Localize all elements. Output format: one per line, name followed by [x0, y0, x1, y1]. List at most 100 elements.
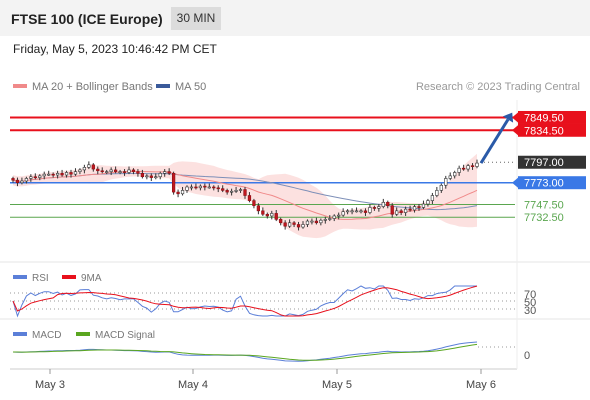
candle-body	[149, 175, 153, 178]
candle-body	[55, 173, 60, 176]
timeframe-badge[interactable]: 30 MIN	[171, 7, 221, 30]
candle-body	[203, 185, 207, 188]
candle-body	[390, 205, 394, 215]
candle	[109, 167, 113, 176]
candle-body	[243, 189, 247, 196]
candle-body	[310, 220, 314, 223]
candle	[292, 221, 296, 228]
candle-body	[265, 213, 269, 217]
candle-body	[158, 173, 162, 178]
candle-body	[212, 186, 216, 189]
candle-body	[225, 190, 229, 193]
ma50-legend-swatch	[156, 84, 170, 88]
pivot-label-box	[518, 176, 586, 190]
candle	[225, 188, 229, 195]
candle-body	[475, 162, 479, 167]
candle	[51, 172, 55, 178]
pivot-label-pointer	[512, 177, 518, 188]
candle	[69, 169, 73, 178]
candle-body	[78, 169, 82, 172]
candle-body	[350, 210, 354, 213]
candle-body	[167, 171, 171, 174]
candle	[390, 203, 394, 218]
candle	[261, 207, 265, 216]
candle-body	[87, 164, 91, 168]
candle-body	[412, 206, 417, 211]
candle	[421, 200, 426, 210]
candle	[359, 209, 363, 214]
candle	[29, 174, 33, 182]
candle-body	[221, 188, 225, 191]
candle-body	[292, 222, 296, 225]
candle-body	[395, 210, 399, 215]
candle-body	[426, 200, 430, 205]
candle	[15, 177, 20, 187]
candle	[345, 209, 350, 215]
candle-body	[229, 190, 234, 193]
candle	[287, 219, 292, 228]
candle	[363, 208, 368, 216]
candle-body	[332, 215, 336, 219]
candle	[403, 206, 408, 216]
candle	[87, 161, 91, 170]
ma20-legend-label: MA 20 + Bollinger Bands	[32, 81, 153, 93]
candle	[372, 205, 377, 211]
candle-body	[274, 213, 278, 220]
candle	[417, 204, 421, 211]
candle-body	[51, 173, 55, 176]
candle	[185, 185, 189, 193]
candle	[466, 163, 470, 172]
candle	[82, 164, 87, 174]
candle-body	[154, 176, 158, 179]
candle	[439, 183, 443, 193]
macd-lines	[12, 341, 478, 362]
candle	[176, 189, 180, 198]
candle	[475, 159, 479, 169]
candle	[47, 170, 51, 176]
candle	[412, 204, 417, 213]
candle-body	[216, 187, 220, 190]
candle	[296, 221, 301, 231]
candle	[149, 173, 153, 181]
candle	[113, 166, 118, 174]
candle-body	[381, 202, 385, 207]
candle-body	[345, 210, 350, 213]
candle	[73, 168, 78, 176]
candle	[55, 170, 60, 179]
candle	[118, 169, 122, 175]
price-levels	[10, 116, 515, 218]
candle-body	[261, 210, 265, 215]
x-tick-label: May 4	[178, 379, 208, 391]
candle-body	[109, 169, 113, 172]
candle-body	[136, 171, 140, 174]
candle	[24, 176, 29, 184]
candle	[319, 218, 323, 226]
candle	[212, 185, 216, 191]
candle-body	[386, 202, 390, 207]
resistance-1-label: 7834.50	[524, 125, 564, 137]
candle-body	[341, 211, 345, 216]
candle-body	[403, 208, 408, 213]
candle-body	[448, 175, 452, 179]
rsi-level-50-label: 50	[524, 297, 536, 309]
forecast-arrow-head	[502, 112, 514, 123]
candle-body	[189, 186, 194, 189]
candle-body	[163, 171, 167, 174]
candle	[180, 186, 185, 196]
forecast-arrow-shaft	[479, 118, 510, 164]
candle-body	[417, 206, 421, 208]
candle-body	[461, 167, 466, 170]
candle	[163, 169, 167, 177]
candle-body	[105, 171, 109, 173]
candle	[252, 198, 256, 209]
candle-body	[131, 169, 136, 172]
candle	[131, 168, 136, 175]
candle-body	[113, 169, 118, 172]
candle	[301, 221, 305, 229]
candle-body	[444, 178, 448, 186]
candle-body	[24, 178, 29, 182]
rsi-ma-legend-label: 9MA	[81, 273, 102, 284]
candle	[38, 174, 42, 181]
current-price-label: 7797.00	[524, 157, 564, 169]
